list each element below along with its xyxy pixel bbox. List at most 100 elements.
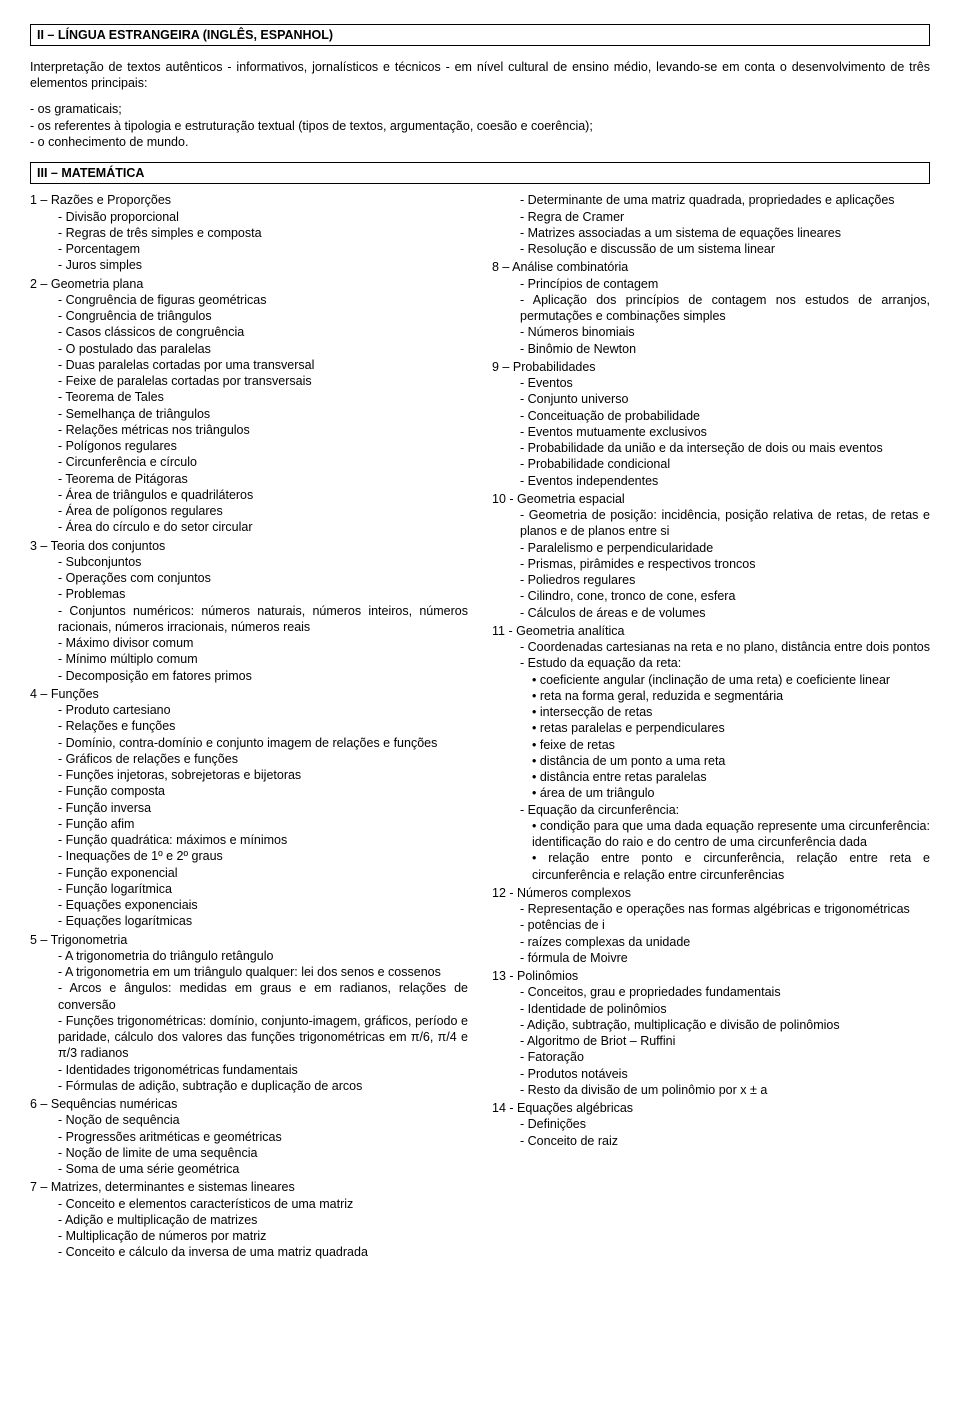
topic-item: 12 - Números complexosRepresentação e op… xyxy=(492,885,930,966)
topic-number: 9 – xyxy=(492,360,513,374)
sub-item: Função afim xyxy=(58,816,468,832)
section-iii-header: III – MATEMÁTICA xyxy=(30,162,930,184)
sub-item: Eventos mutuamente exclusivos xyxy=(520,424,930,440)
bullet-item: distância de um ponto a uma reta xyxy=(532,753,930,769)
sub-item: Representação e operações nas formas alg… xyxy=(520,901,930,917)
sub-item: fórmula de Moivre xyxy=(520,950,930,966)
topic-item: 13 - PolinômiosConceitos, grau e proprie… xyxy=(492,968,930,1098)
topic-number: 13 - xyxy=(492,969,517,983)
sub-item: Probabilidade condicional xyxy=(520,456,930,472)
topic-title: Trigonometria xyxy=(51,933,128,947)
sub-item: Relações métricas nos triângulos xyxy=(58,422,468,438)
sub-item: Função inversa xyxy=(58,800,468,816)
bullet-item: condição para que uma dada equação repre… xyxy=(532,818,930,851)
sub-item: Matrizes associadas a um sistema de equa… xyxy=(520,225,930,241)
sub-item: Prismas, pirâmides e respectivos troncos xyxy=(520,556,930,572)
topic-item: 10 - Geometria espacialGeometria de posi… xyxy=(492,491,930,621)
section-ii-intro: Interpretação de textos autênticos - inf… xyxy=(30,59,930,92)
topic-number: 10 - xyxy=(492,492,517,506)
sub-item: Área do círculo e do setor circular xyxy=(58,519,468,535)
sub-item: Resto da divisão de um polinômio por x ±… xyxy=(520,1082,930,1098)
sub-item: Estudo da equação da reta: xyxy=(520,655,930,671)
sub-item: Conceito e elementos característicos de … xyxy=(58,1196,468,1212)
sub-item: Produtos notáveis xyxy=(520,1066,930,1082)
sub-item: Função exponencial xyxy=(58,865,468,881)
topic-title: Geometria analítica xyxy=(516,624,624,638)
bullet-item: relação entre ponto e circunferência, re… xyxy=(532,850,930,883)
sub-item: Decomposição em fatores primos xyxy=(58,668,468,684)
sub-item: Inequações de 1º e 2º graus xyxy=(58,848,468,864)
sub-item: Coordenadas cartesianas na reta e no pla… xyxy=(520,639,930,655)
topic-item: Determinante de uma matriz quadrada, pro… xyxy=(492,192,930,257)
sub-item: Divisão proporcional xyxy=(58,209,468,225)
sub-item: Teorema de Tales xyxy=(58,389,468,405)
topic-item: 11 - Geometria analíticaCoordenadas cart… xyxy=(492,623,930,883)
sub-item: Eventos xyxy=(520,375,930,391)
topic-item: 4 – FunçõesProduto cartesianoRelações e … xyxy=(30,686,468,930)
sub-item: Relações e funções xyxy=(58,718,468,734)
topic-title: Análise combinatória xyxy=(512,260,628,274)
sub-item: Conjuntos numéricos: números naturais, n… xyxy=(58,603,468,636)
sub-item: Resolução e discussão de um sistema line… xyxy=(520,241,930,257)
sub-item: Aplicação dos princípios de contagem nos… xyxy=(520,292,930,325)
topic-item: 3 – Teoria dos conjuntosSubconjuntosOper… xyxy=(30,538,468,684)
sub-item: Determinante de uma matriz quadrada, pro… xyxy=(520,192,930,208)
sub-item: Soma de uma série geométrica xyxy=(58,1161,468,1177)
sub-item: Cálculos de áreas e de volumes xyxy=(520,605,930,621)
bullet-item: intersecção de retas xyxy=(532,704,930,720)
sub-item: Fatoração xyxy=(520,1049,930,1065)
sub-item: Funções trigonométricas: domínio, conjun… xyxy=(58,1013,468,1062)
sub-item: Princípios de contagem xyxy=(520,276,930,292)
sub-item: Domínio, contra-domínio e conjunto image… xyxy=(58,735,468,751)
sub-item: Feixe de paralelas cortadas por transver… xyxy=(58,373,468,389)
sub-item: Função logarítmica xyxy=(58,881,468,897)
sub-item: Adição e multiplicação de matrizes xyxy=(58,1212,468,1228)
topic-title: Probabilidades xyxy=(513,360,596,374)
right-column: Determinante de uma matriz quadrada, pro… xyxy=(492,192,930,1262)
sub-item: Subconjuntos xyxy=(58,554,468,570)
topic-item: 6 – Sequências numéricasNoção de sequênc… xyxy=(30,1096,468,1177)
sub-item: Cilindro, cone, tronco de cone, esfera xyxy=(520,588,930,604)
sub-item: Área de polígonos regulares xyxy=(58,503,468,519)
sub-item: Números binomiais xyxy=(520,324,930,340)
sub-item: Mínimo múltiplo comum xyxy=(58,651,468,667)
sub-item: Conjunto universo xyxy=(520,391,930,407)
topic-title: Geometria plana xyxy=(51,277,143,291)
bullet-item: reta na forma geral, reduzida e segmentá… xyxy=(532,688,930,704)
sub-item: Poliedros regulares xyxy=(520,572,930,588)
sub-item: Identidade de polinômios xyxy=(520,1001,930,1017)
sub-item: Binômio de Newton xyxy=(520,341,930,357)
sub-item: Máximo divisor comum xyxy=(58,635,468,651)
sub-item: Arcos e ângulos: medidas em graus e em r… xyxy=(58,980,468,1013)
topic-title: Teoria dos conjuntos xyxy=(51,539,166,553)
left-column: 1 – Razões e ProporçõesDivisão proporcio… xyxy=(30,192,468,1262)
intro-point: o conhecimento de mundo. xyxy=(30,134,930,150)
sub-item: Porcentagem xyxy=(58,241,468,257)
topic-item: 9 – ProbabilidadesEventosConjunto univer… xyxy=(492,359,930,489)
topic-item: 2 – Geometria planaCongruência de figura… xyxy=(30,276,468,536)
sub-item: Equações exponenciais xyxy=(58,897,468,913)
sub-item: Gráficos de relações e funções xyxy=(58,751,468,767)
topic-number: 4 – xyxy=(30,687,51,701)
sub-item: potências de i xyxy=(520,917,930,933)
topic-number: 7 – xyxy=(30,1180,51,1194)
sub-item: Produto cartesiano xyxy=(58,702,468,718)
sub-item: Problemas xyxy=(58,586,468,602)
topic-title: Funções xyxy=(51,687,99,701)
sub-item: Teorema de Pitágoras xyxy=(58,471,468,487)
section-ii-header: II – LÍNGUA ESTRANGEIRA (INGLÊS, ESPANHO… xyxy=(30,24,930,46)
intro-point: os gramaticais; xyxy=(30,101,930,117)
topic-number: 8 – xyxy=(492,260,512,274)
sub-item: A trigonometria do triângulo retângulo xyxy=(58,948,468,964)
bullet-item: feixe de retas xyxy=(532,737,930,753)
sub-item: Conceito e cálculo da inversa de uma mat… xyxy=(58,1244,468,1260)
topic-title: Razões e Proporções xyxy=(51,193,171,207)
sub-item: Equação da circunferência: xyxy=(520,802,930,818)
sub-item: Conceitos, grau e propriedades fundament… xyxy=(520,984,930,1000)
sub-item: Definições xyxy=(520,1116,930,1132)
sub-item: O postulado das paralelas xyxy=(58,341,468,357)
sub-item: Paralelismo e perpendicularidade xyxy=(520,540,930,556)
sub-item: Função composta xyxy=(58,783,468,799)
sub-item: Área de triângulos e quadriláteros xyxy=(58,487,468,503)
sub-item: Progressões aritméticas e geométricas xyxy=(58,1129,468,1145)
